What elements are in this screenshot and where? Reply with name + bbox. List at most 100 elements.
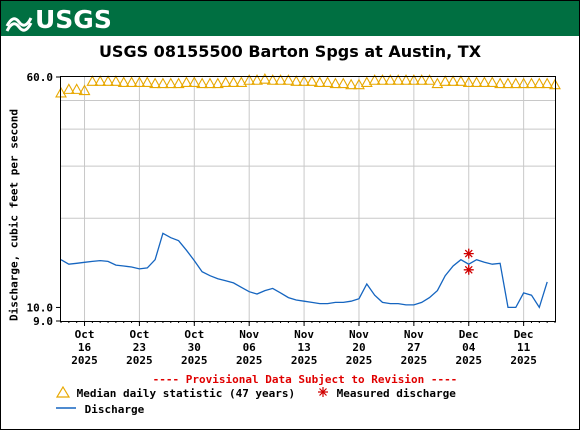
median-marker [533,77,546,89]
median-marker [486,76,499,88]
median-marker [149,77,162,89]
y-tick-label: 60.0 [27,71,54,84]
median-marker [70,83,83,94]
measured-marker [463,248,474,259]
usgs-logo-icon [5,17,33,32]
x-tick-label: 11 [517,341,531,354]
median-marker [400,74,412,85]
median-marker [298,75,311,86]
median-marker [125,76,138,88]
median-marker [525,77,538,89]
median-marker [219,76,232,88]
x-tick-label: Dec [514,328,534,341]
median-marker [321,76,334,88]
x-tick-label: Nov [239,328,259,341]
line-icon [56,407,76,409]
x-tick-label: 2025 [346,354,373,367]
usgs-logo-text: USGS [35,5,112,34]
median-marker [509,77,522,89]
legend-discharge: Discharge [56,402,144,416]
median-marker [117,76,130,88]
x-tick-label: Nov [404,328,424,341]
y-tick-label: 10.0 [27,301,54,314]
legend-median: Median daily statistic (47 years) [55,385,296,400]
median-marker [235,76,248,88]
median-marker [494,77,507,89]
usgs-banner: USGS [1,1,579,36]
median-marker [423,74,436,85]
legend-discharge-label: Discharge [84,403,145,416]
median-marker [251,74,263,85]
median-marker [502,77,514,89]
x-tick-label: 23 [133,341,146,354]
x-tick-label: 2025 [126,354,153,367]
median-marker [141,76,154,88]
plot-border [60,76,556,322]
x-tick-label: 16 [78,341,92,354]
median-marker [431,77,444,89]
median-marker [274,74,287,85]
x-tick-label: 2025 [236,354,263,367]
legend-measured: Measured discharge [316,386,456,400]
median-marker [478,76,491,88]
x-tick-label: 30 [188,341,201,354]
median-marker [392,74,405,85]
median-marker [258,73,271,84]
median-marker [447,75,459,86]
x-tick-label: 13 [297,341,310,354]
x-tick-label: 2025 [455,354,482,367]
median-marker [62,83,75,94]
median-marker [368,74,381,85]
y-tick-label: 9.0 [33,315,53,328]
median-marker [313,76,326,88]
median-marker [439,75,452,86]
median-marker [305,75,318,86]
measured-marker [463,264,474,275]
median-marker [109,75,122,86]
chart-title: USGS 08155500 Barton Spgs at Austin, TX [98,42,482,61]
triangle-icon [55,385,71,398]
x-tick-label: Nov [294,328,314,341]
x-tick-label: 20 [352,341,365,354]
median-marker [266,74,279,85]
median-marker [353,78,365,90]
median-marker [337,77,350,89]
median-marker [172,77,185,89]
median-marker [180,76,193,88]
median-marker [282,74,295,85]
provisional-notice: ---- Provisional Data Subject to Revisio… [152,373,458,386]
x-tick-label: Dec [459,328,479,341]
median-marker [360,76,373,88]
median-marker [196,77,209,89]
median-marker [78,84,91,96]
x-tick-label: 04 [462,341,476,354]
x-tick-label: 2025 [401,354,428,367]
x-tick-label: Oct [75,328,95,341]
median-marker [188,76,201,88]
x-tick-label: Oct [184,328,204,341]
median-marker [94,75,107,86]
median-marker [102,75,114,86]
median-marker [470,76,483,88]
star-icon [318,387,328,397]
median-marker [227,76,240,88]
median-marker [164,77,177,89]
legend-median-label: Median daily statistic (47 years) [76,387,296,400]
x-tick-label: 27 [407,341,420,354]
median-marker [462,76,475,88]
x-tick-label: Oct [129,328,149,341]
median-marker [243,74,256,85]
median-marker [345,78,358,90]
median-marker [407,74,420,85]
median-marker [415,74,428,85]
median-marker [204,77,216,89]
median-marker [384,74,397,85]
median-marker [157,77,169,89]
legend-measured-label: Measured discharge [336,387,456,400]
x-tick-label: 06 [243,341,257,354]
median-marker [329,77,342,89]
discharge-line [60,232,548,309]
median-marker [211,77,224,89]
x-tick-label: 2025 [510,354,537,367]
